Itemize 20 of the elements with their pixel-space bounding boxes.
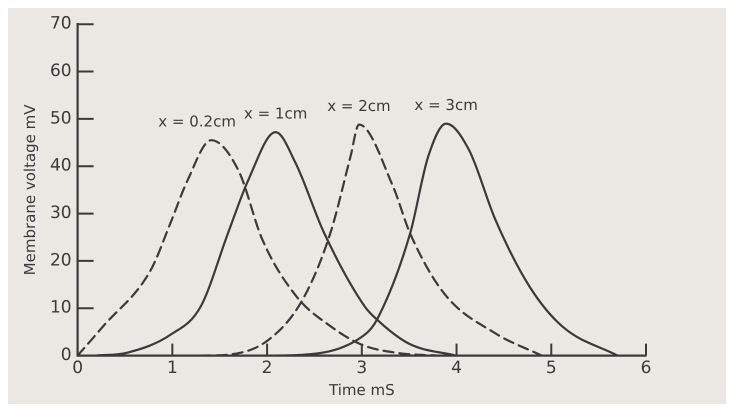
y-tick-label: 70 (50, 14, 72, 34)
series-label: x = 1cm (244, 104, 308, 123)
y-tick-label: 0 (60, 345, 72, 366)
x-axis-title: Time mS (328, 380, 395, 399)
x-tick-label: 4 (451, 358, 462, 378)
y-tick-label: 60 (50, 60, 72, 81)
x-tick-label: 5 (546, 358, 557, 378)
y-tick-label: 30 (50, 202, 72, 223)
x-tick-label: 2 (262, 358, 272, 378)
x-tick-label: 1 (166, 358, 178, 378)
y-tick-label: 20 (50, 250, 72, 270)
series-label: x = 2cm (327, 96, 391, 115)
x-tick-label: 3 (356, 358, 368, 378)
y-tick-label: 40 (50, 156, 72, 176)
x-tick-label: 6 (640, 358, 652, 378)
series-label: x = 0.2cm (158, 112, 236, 131)
y-axis-title: Membrane voltage mV (20, 104, 39, 276)
series-label: x = 3cm (414, 96, 478, 114)
y-tick-label: 50 (50, 108, 72, 128)
y-tick-label: 10 (50, 298, 72, 318)
